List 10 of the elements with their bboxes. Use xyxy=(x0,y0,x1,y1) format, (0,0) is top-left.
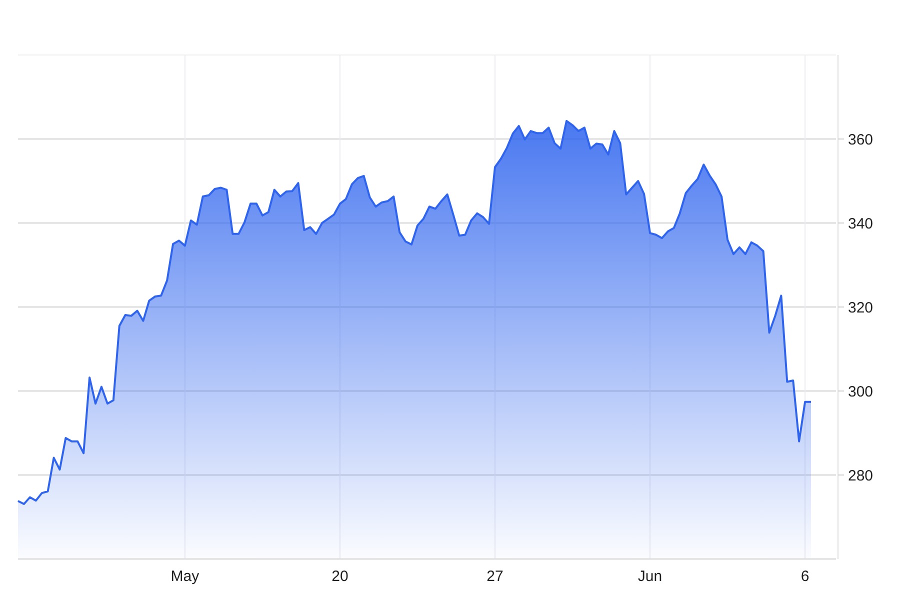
y-tick-label: 360 xyxy=(848,131,874,148)
y-tick-label: 320 xyxy=(848,299,874,316)
y-tick-label: 340 xyxy=(848,215,874,232)
y-tick-label: 300 xyxy=(848,383,874,400)
x-tick-label: 27 xyxy=(486,568,504,585)
y-tick-label: 280 xyxy=(848,467,874,484)
x-tick-label: 20 xyxy=(332,568,348,585)
x-tick-label: Jun xyxy=(638,568,662,585)
x-tick-label: May xyxy=(170,568,200,585)
x-tick-label: 6 xyxy=(800,568,810,585)
